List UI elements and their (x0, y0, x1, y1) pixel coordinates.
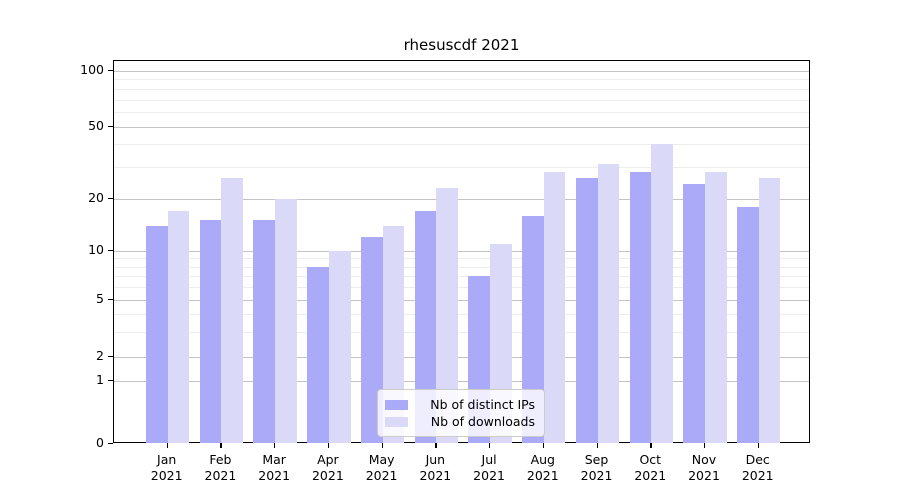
minor-gridline (114, 79, 809, 81)
x-tick-label: Nov 2021 (688, 452, 720, 483)
bar-ips-feb (199, 220, 222, 443)
x-tick-label: Dec 2021 (741, 452, 774, 483)
y-tick-label: 10 (88, 242, 104, 257)
minor-gridline (114, 331, 809, 333)
y-tick-mark (108, 299, 113, 301)
y-tick-label: 50 (88, 117, 104, 133)
bar-downloads-oct (651, 144, 673, 443)
minor-gridline (114, 166, 809, 168)
x-tick-mark (650, 443, 652, 448)
legend-label-distinct-ips: Nb of distinct IPs (430, 397, 535, 412)
x-tick-mark (489, 443, 491, 448)
minor-gridline (114, 276, 809, 278)
y-tick-label: 2 (96, 348, 104, 363)
minor-gridline (114, 258, 809, 260)
y-tick-mark (108, 197, 113, 199)
x-tick-label: Jul 2021 (473, 452, 505, 483)
x-tick-mark (435, 443, 437, 448)
bar-ips-sep (575, 178, 598, 443)
y-tick-label: 5 (96, 291, 104, 306)
bar-downloads-jun (436, 187, 459, 443)
major-gridline (114, 126, 809, 128)
y-tick-mark (108, 250, 113, 252)
x-tick-mark (596, 443, 598, 448)
minor-gridline (114, 287, 809, 289)
y-tick-mark (108, 70, 113, 72)
x-tick-label: Apr 2021 (311, 452, 344, 483)
x-tick-mark (542, 443, 545, 448)
y-tick-mark (108, 380, 113, 382)
major-gridline (114, 251, 809, 252)
bar-downloads-dec (758, 178, 781, 443)
y-tick-mark (108, 443, 113, 445)
bar-downloads-aug (543, 172, 566, 443)
legend-box: Nb of distinct IPs Nb of downloads (377, 389, 545, 437)
minor-gridline (114, 144, 809, 146)
bar-downloads-mar (275, 198, 297, 443)
x-tick-label: Jun 2021 (419, 452, 452, 483)
major-gridline (114, 357, 809, 358)
legend-item-distinct-ips: Nb of distinct IPs (385, 396, 535, 413)
minor-gridline (114, 266, 809, 268)
bar-downloads-nov (705, 172, 727, 443)
major-gridline (114, 71, 809, 72)
bar-downloads-jan (167, 210, 190, 443)
chart-title: rhesuscdf 2021 (403, 36, 520, 54)
bar-ips-nov (683, 184, 705, 443)
y-tick-mark (108, 356, 113, 358)
x-tick-mark (274, 443, 276, 448)
x-tick-mark (381, 443, 383, 448)
minor-gridline (114, 313, 809, 315)
x-tick-mark (704, 443, 706, 448)
bar-ips-dec (737, 206, 759, 443)
bar-ips-mar (253, 220, 276, 443)
x-tick-label: Sep 2021 (580, 452, 613, 483)
y-tick-label: 100 (80, 62, 104, 77)
y-tick-label: 20 (88, 189, 104, 205)
plot-area (113, 60, 810, 443)
bar-downloads-feb (221, 178, 244, 443)
bar-downloads-apr (328, 251, 351, 443)
bar-downloads-may (382, 225, 405, 443)
bar-ips-jun (414, 210, 437, 443)
major-gridline (114, 300, 809, 301)
y-tick-mark (108, 125, 113, 127)
major-gridline (114, 198, 809, 200)
legend-label-downloads: Nb of downloads (430, 414, 535, 429)
x-tick-label: Oct 2021 (634, 452, 667, 483)
major-gridline (114, 381, 809, 382)
bar-ips-oct (629, 172, 652, 443)
x-tick-label: Aug 2021 (526, 452, 559, 483)
legend-swatch-downloads (385, 416, 408, 427)
bar-ips-aug (522, 215, 544, 443)
x-tick-mark (220, 443, 222, 448)
minor-gridline (114, 112, 809, 114)
bar-downloads-sep (597, 164, 620, 443)
bar-ips-jan (146, 225, 168, 443)
minor-gridline (114, 99, 809, 101)
legend-swatch-distinct-ips (385, 399, 408, 410)
x-tick-label: May 2021 (365, 452, 398, 483)
x-tick-mark (757, 443, 760, 448)
x-tick-label: Mar 2021 (258, 452, 291, 483)
x-tick-label: Feb 2021 (204, 452, 237, 483)
minor-gridline (114, 88, 809, 90)
bar-ips-apr (307, 266, 329, 443)
legend-item-downloads: Nb of downloads (385, 413, 535, 430)
x-tick-mark (166, 443, 168, 448)
y-tick-label: 1 (96, 372, 104, 387)
x-tick-mark (327, 443, 330, 448)
y-tick-label: 0 (96, 435, 104, 450)
x-tick-label: Jan 2021 (150, 452, 183, 483)
